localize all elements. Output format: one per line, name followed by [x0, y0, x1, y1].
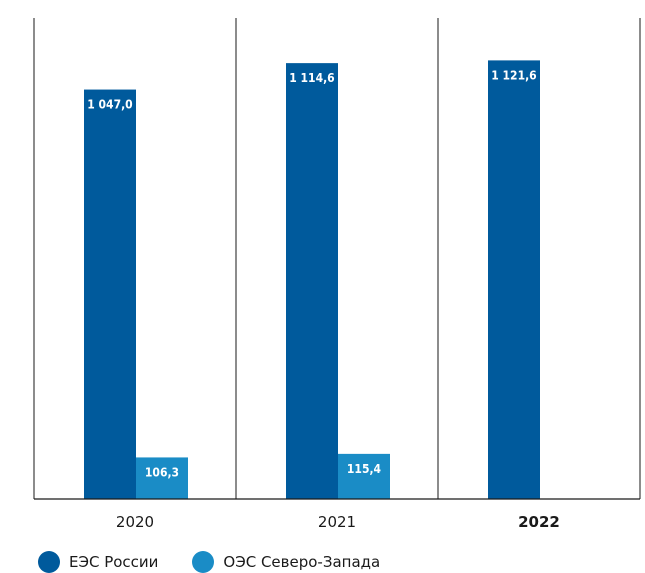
- legend-swatch-eec-russia: [38, 550, 60, 573]
- legend-item-oes-northwest: ОЭС Северо-Запада: [192, 550, 381, 573]
- bar-s1-2021: [338, 453, 390, 499]
- data-label-s0-2022: 1 121,6: [491, 68, 536, 82]
- x-tick-label-2020: 2020: [116, 513, 154, 531]
- bar-s1-2020: [136, 457, 188, 499]
- data-label-s1-2020: 106,3: [145, 465, 179, 479]
- legend: ЕЭС России ОЭС Северо-Запада: [38, 550, 414, 573]
- bar-s0-2021: [286, 63, 338, 500]
- x-tick-label-2022: 2022: [518, 513, 560, 531]
- bar-s0-2020: [84, 89, 136, 499]
- legend-swatch-oes-northwest: [192, 550, 215, 573]
- bar-s0-2022: [488, 60, 540, 500]
- legend-label-eec-russia: ЕЭС России: [69, 552, 159, 571]
- chart: 1 047,0 1 114,6 1 121,6 106,3 115,4 2020 2021 2…: [33, 18, 641, 531]
- legend-item-eec-russia: ЕЭС России: [38, 550, 159, 573]
- data-label-s0-2020: 1 047,0: [87, 98, 132, 112]
- data-label-s0-2021: 1 114,6: [289, 71, 334, 85]
- data-label-s1-2021: 115,4: [347, 462, 382, 476]
- legend-label-oes-northwest: ОЭС Северо-Запада: [223, 552, 381, 571]
- x-tick-label-2021: 2021: [318, 513, 356, 531]
